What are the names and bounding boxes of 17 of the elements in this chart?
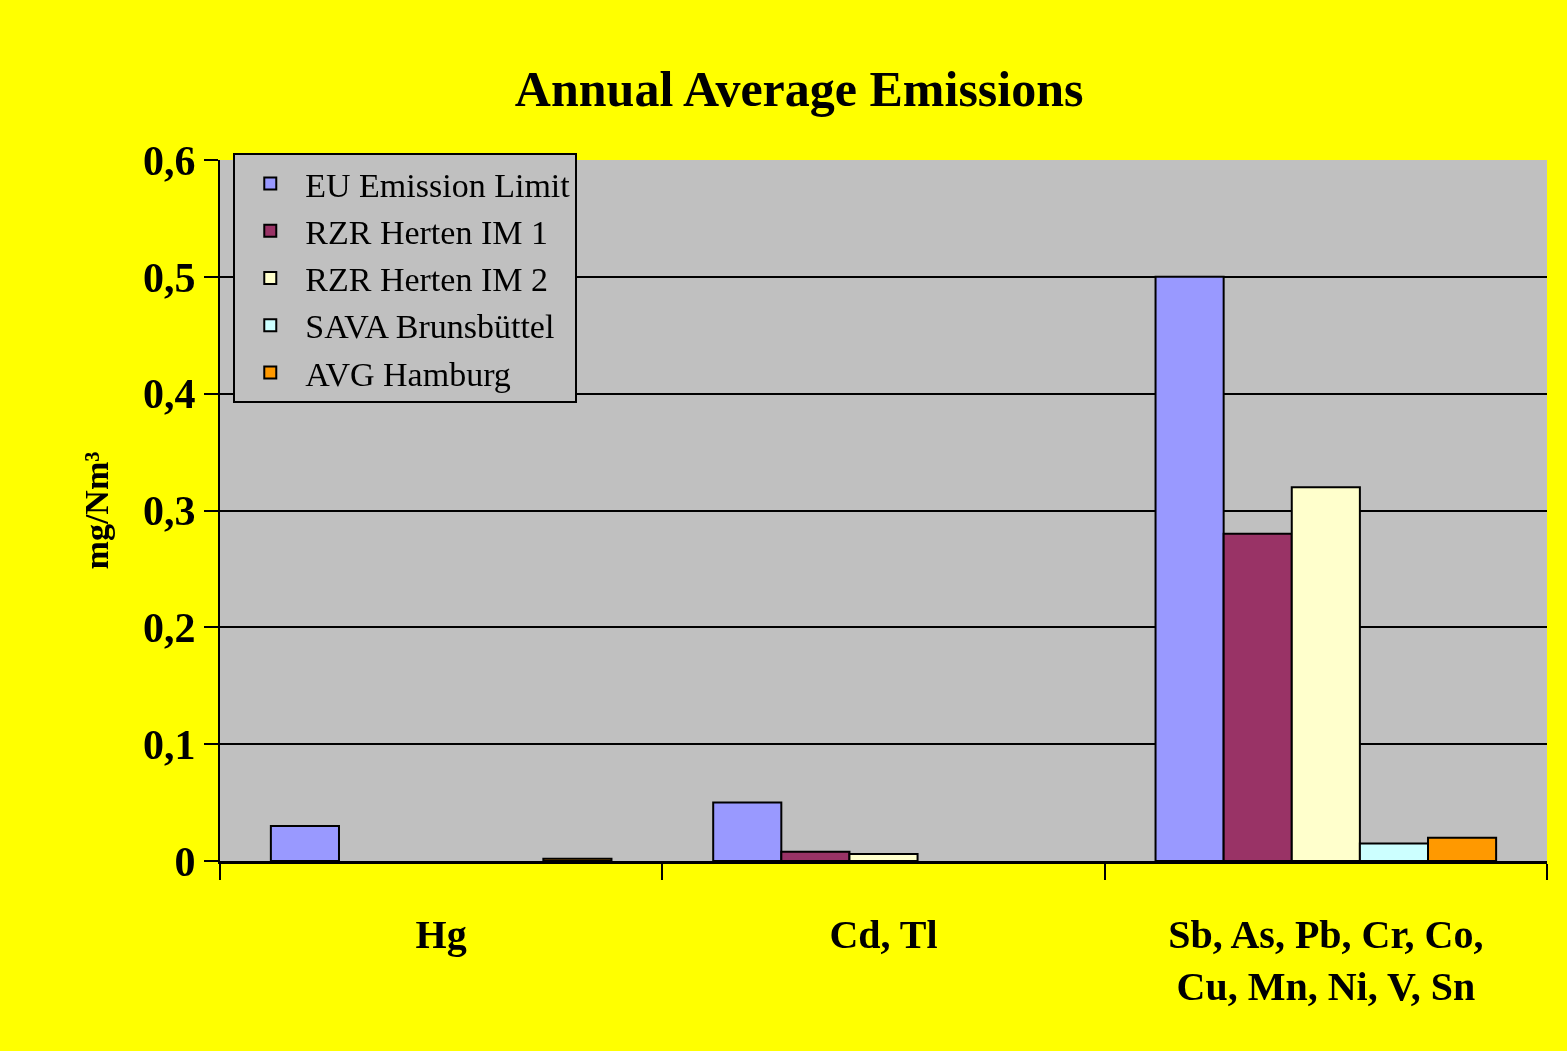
legend-label: AVG Hamburg [305, 355, 511, 393]
x-tick-label: Hg [415, 912, 467, 957]
x-tick-label: Cd, Tl [829, 912, 938, 957]
y-tick-label: 0,6 [143, 137, 196, 184]
legend-label: RZR Herten IM 2 [305, 261, 548, 299]
y-tick-label: 0,2 [143, 605, 196, 652]
y-tick-label: 0 [174, 838, 196, 885]
y-tick-label: 0,3 [143, 488, 196, 535]
y-tick-label: 0,1 [143, 721, 196, 768]
y-tick-label: 0,4 [143, 371, 196, 418]
y-tick-label: 0,5 [143, 254, 196, 301]
x-tick-label: Sb, As, Pb, Cr, Co, Cu, Mn, Ni, V, Sn [1168, 912, 1484, 1009]
y-axis-title: mg/Nm³ [78, 451, 116, 570]
legend-label: EU Emission Limit [305, 166, 571, 204]
legend-label: SAVA Brunsbüttel [305, 308, 555, 346]
legend-label: RZR Herten IM 1 [305, 214, 548, 252]
chart-title: Annual Average Emissions [514, 60, 1084, 117]
